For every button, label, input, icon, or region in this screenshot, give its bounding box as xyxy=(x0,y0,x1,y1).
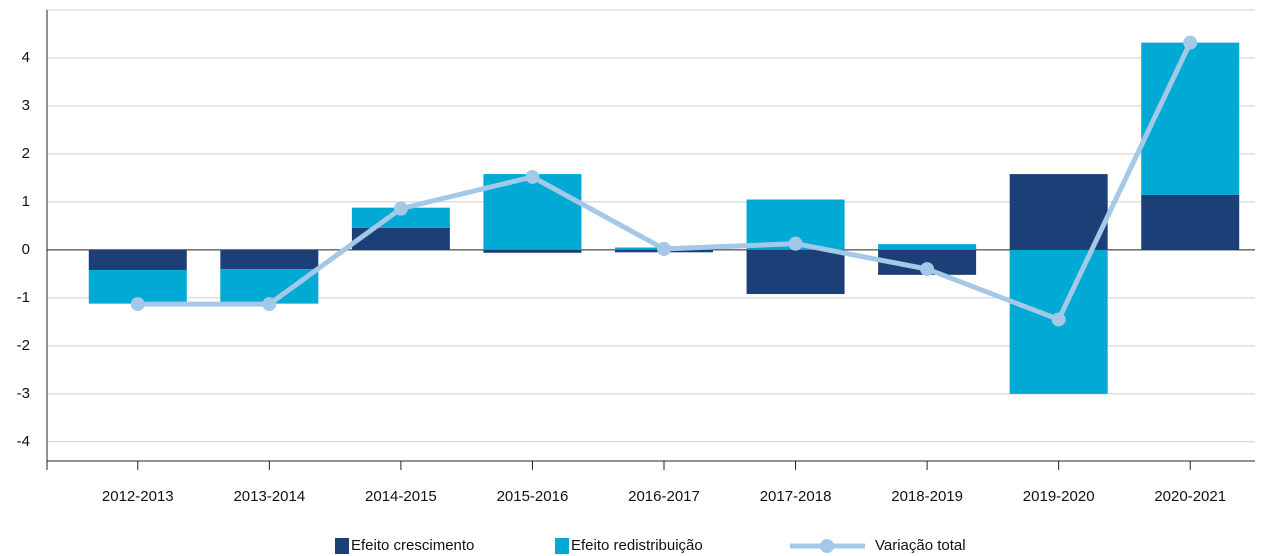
total-point xyxy=(1051,312,1066,327)
legend-swatch xyxy=(335,538,349,554)
total-point xyxy=(920,262,935,277)
total-point xyxy=(393,201,408,216)
x-tick-label: 2020-2021 xyxy=(1154,488,1226,505)
legend-label: Efeito crescimento xyxy=(351,537,474,554)
x-tick-label: 2012-2013 xyxy=(102,488,174,505)
bar-segment xyxy=(351,227,450,250)
legend-label: Efeito redistribuição xyxy=(571,537,703,554)
total-point xyxy=(525,169,540,184)
bar-segment xyxy=(878,244,977,250)
y-tick-label: -4 xyxy=(17,433,30,450)
y-tick-label: 4 xyxy=(22,49,30,66)
x-tick-label: 2013-2014 xyxy=(233,488,305,505)
y-tick-label: -1 xyxy=(17,289,30,306)
bar-segment xyxy=(483,249,582,253)
x-tick-label: 2015-2016 xyxy=(497,488,569,505)
y-tick-label: 1 xyxy=(22,193,30,210)
bar-segment xyxy=(1141,194,1240,250)
legend-swatch xyxy=(555,538,569,554)
bar-segment xyxy=(220,249,319,270)
total-point xyxy=(657,241,671,256)
total-point xyxy=(1183,35,1198,50)
total-point xyxy=(262,297,277,312)
y-tick-label: 2 xyxy=(22,145,30,162)
y-tick-label: -3 xyxy=(17,385,30,402)
x-tick-label: 2016-2017 xyxy=(628,488,700,505)
legend-point xyxy=(820,539,834,553)
bar-segment xyxy=(1009,174,1108,250)
y-tick-label: 3 xyxy=(22,97,30,114)
x-tick-label: 2017-2018 xyxy=(760,488,832,505)
legend-label: Variação total xyxy=(875,537,966,554)
x-tick-label: 2018-2019 xyxy=(891,488,963,505)
bar-segment xyxy=(351,207,450,228)
y-tick-label: -2 xyxy=(17,337,30,354)
bar-segment xyxy=(746,249,845,295)
total-point xyxy=(788,236,803,251)
bar-segment xyxy=(88,249,187,271)
bar-segment xyxy=(1141,42,1240,195)
total-point xyxy=(130,297,145,312)
x-tick-label: 2014-2015 xyxy=(365,488,437,505)
y-tick-label: 0 xyxy=(22,241,30,258)
x-tick-label: 2019-2020 xyxy=(1023,488,1095,505)
